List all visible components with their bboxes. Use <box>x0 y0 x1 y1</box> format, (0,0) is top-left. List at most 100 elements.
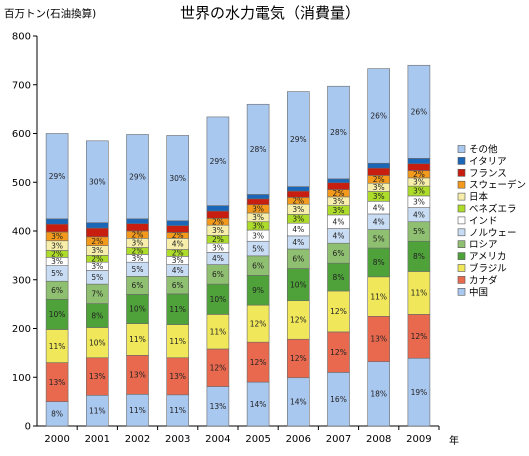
data-label: 6% <box>252 261 264 270</box>
data-label: 2% <box>292 196 304 205</box>
data-label: 3% <box>91 246 103 255</box>
bar-segment <box>407 158 431 165</box>
bar-segment <box>286 190 310 198</box>
data-label: 6% <box>51 286 63 295</box>
bar-segment <box>327 178 350 184</box>
x-tick-label: 2007 <box>326 434 351 445</box>
data-label: 3% <box>292 205 304 214</box>
data-label: 10% <box>290 280 307 289</box>
y-tick-label: 700 <box>12 80 31 91</box>
data-label: 30% <box>169 174 186 183</box>
bar-segment <box>86 227 109 238</box>
data-label: 3% <box>51 232 63 241</box>
data-label: 3% <box>212 244 224 253</box>
y-tick-label: 100 <box>12 373 31 384</box>
data-label: 4% <box>212 254 224 263</box>
data-label: 12% <box>250 319 267 328</box>
data-label: 2% <box>91 254 103 263</box>
data-label: 4% <box>333 217 345 226</box>
data-label: 6% <box>132 281 144 290</box>
data-label: 4% <box>373 203 385 212</box>
data-label: 4% <box>292 225 304 234</box>
data-label: 3% <box>292 215 304 224</box>
data-label: 29% <box>129 172 146 181</box>
legend-swatch <box>457 169 466 177</box>
data-label: 2% <box>373 175 385 184</box>
data-label: 11% <box>370 292 387 301</box>
data-label: 8% <box>373 258 385 267</box>
data-label: 4% <box>413 210 425 219</box>
data-label: 12% <box>330 348 347 357</box>
data-label: 13% <box>370 335 387 344</box>
data-label: 3% <box>132 254 144 263</box>
data-label: 16% <box>330 395 347 404</box>
data-label: 3% <box>373 192 385 201</box>
legend-entry: フランス <box>469 168 507 179</box>
data-label: 9% <box>252 286 264 295</box>
bar-segment <box>45 223 69 233</box>
data-label: 4% <box>373 217 385 226</box>
legend-swatch <box>457 252 466 260</box>
x-tick-label: 2004 <box>205 434 230 445</box>
data-label: 2% <box>212 235 224 244</box>
bar-segment <box>286 91 310 187</box>
data-label: 4% <box>172 240 184 249</box>
legend-swatch <box>457 192 466 201</box>
bar-segment <box>367 68 391 164</box>
x-tick-label: 2001 <box>85 434 110 445</box>
data-label: 2% <box>413 170 425 179</box>
data-label: 2% <box>132 230 144 239</box>
data-label: 5% <box>413 227 425 236</box>
data-label: 26% <box>411 108 428 117</box>
bar-segment <box>367 167 391 176</box>
bar-segment <box>327 182 350 190</box>
y-axis-label: 百万トン(石油換算) <box>4 7 96 20</box>
data-label: 11% <box>210 327 227 336</box>
bar-segment <box>286 186 310 192</box>
data-label: 2% <box>91 237 103 246</box>
legend-entry: アメリカ <box>469 252 507 263</box>
data-label: 3% <box>51 257 63 266</box>
data-label: 11% <box>169 305 186 314</box>
data-label: 2% <box>172 231 184 240</box>
legend-swatch <box>457 228 466 237</box>
data-label: 11% <box>49 342 66 351</box>
data-label: 5% <box>252 244 264 253</box>
data-label: 2% <box>172 249 184 258</box>
data-label: 5% <box>91 273 103 282</box>
data-label: 10% <box>210 295 227 304</box>
data-label: 11% <box>169 337 186 346</box>
bar-segment <box>206 116 230 206</box>
data-label: 30% <box>89 177 106 186</box>
data-label: 3% <box>91 262 103 271</box>
bar-segment <box>246 198 270 205</box>
data-label: 12% <box>411 332 428 341</box>
bar-segment <box>206 205 230 212</box>
x-tick-label: 2003 <box>165 434 190 445</box>
bar-segment <box>367 162 391 169</box>
chart-title: 世界の水力電気（消費量） <box>180 4 360 22</box>
data-label: 28% <box>330 128 347 137</box>
data-label: 12% <box>290 316 307 325</box>
data-label: 6% <box>212 270 224 279</box>
bar-segment <box>126 134 149 220</box>
x-axis-label: 年 <box>449 434 459 447</box>
bar-segment <box>126 223 149 232</box>
data-label: 8% <box>333 273 345 282</box>
data-label: 8% <box>413 252 425 261</box>
legend-swatch <box>457 287 466 296</box>
legend: その他イタリアフランススウェーデン日本ベネズエラインドノルウェーロシアアメリカブ… <box>457 144 526 298</box>
bar-segment <box>126 218 149 224</box>
data-label: 3% <box>413 197 425 206</box>
data-label: 8% <box>51 410 63 419</box>
data-label: 10% <box>129 305 146 314</box>
data-label: 13% <box>129 371 146 380</box>
data-label: 12% <box>210 363 227 372</box>
data-label: 5% <box>132 265 144 274</box>
data-label: 3% <box>252 205 264 214</box>
legend-swatch <box>457 180 466 189</box>
legend-entry: ブラジル <box>469 263 507 275</box>
data-label: 29% <box>290 135 307 144</box>
data-label: 6% <box>333 249 345 258</box>
data-label: 13% <box>210 402 227 411</box>
